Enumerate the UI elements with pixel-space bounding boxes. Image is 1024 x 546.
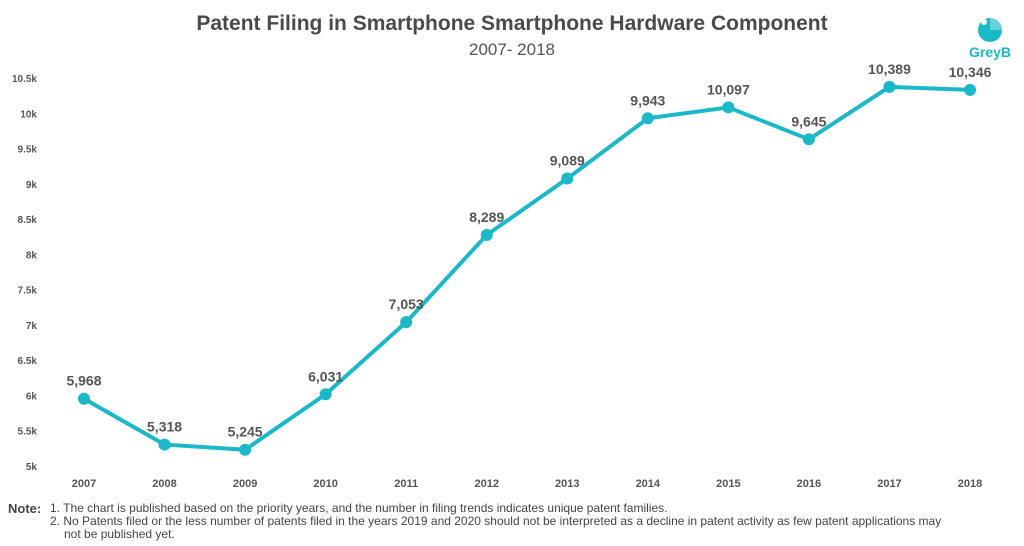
y-tick-label: 9.5k <box>18 145 38 156</box>
series-line <box>83 84 971 452</box>
data-points <box>78 80 976 456</box>
y-tick-label: 5.5k <box>18 427 38 438</box>
x-tick-label: 2014 <box>636 478 661 490</box>
x-tick-label: 2015 <box>716 478 740 490</box>
data-label: 9,943 <box>630 92 665 108</box>
x-axis: 2007 2008 2009 2010 2011 2012 2013 2014 2015 2016… <box>72 478 982 490</box>
x-tick-label: 2018 <box>958 478 982 490</box>
note-lines: 1. The chart is published based on the p… <box>50 502 1020 541</box>
data-label: 10,346 <box>949 64 992 80</box>
data-point <box>239 443 252 456</box>
x-tick-label: 2017 <box>877 478 901 490</box>
data-point <box>802 133 815 146</box>
logo-text: GreyB <box>968 44 1012 60</box>
y-tick-label: 6k <box>26 391 38 402</box>
data-point <box>158 438 171 451</box>
y-tick-label: 5k <box>26 462 38 473</box>
data-label: 5,968 <box>66 373 101 389</box>
data-point <box>319 388 332 401</box>
x-tick-label: 2008 <box>152 478 176 490</box>
y-tick-label: 7k <box>26 321 38 332</box>
y-tick-label: 7.5k <box>18 286 38 297</box>
data-point <box>722 101 735 114</box>
data-label: 10,097 <box>707 81 750 97</box>
data-point <box>964 83 976 96</box>
y-tick-label: 10.5k <box>12 74 37 85</box>
data-label: 7,053 <box>389 296 424 312</box>
data-point <box>883 80 896 93</box>
y-tick-label: 10k <box>20 109 37 120</box>
x-tick-label: 2009 <box>233 478 257 490</box>
data-label: 5,245 <box>228 424 263 440</box>
note-label: Note: <box>8 501 42 516</box>
x-tick-label: 2010 <box>313 478 337 490</box>
x-tick-label: 2011 <box>394 478 418 490</box>
line-chart: 5k 5.5k 6k 6.5k 7k 7.5k 8k 8.5k 9k 9.5k 10k 10.5k 2… <box>12 61 992 490</box>
data-point <box>641 112 654 125</box>
data-label: 5,318 <box>147 419 182 435</box>
y-axis: 5k 5.5k 6k 6.5k 7k 7.5k 8k 8.5k 9k 9.5k 10k 10.5k <box>12 74 37 473</box>
y-tick-label: 9k <box>26 180 38 191</box>
greyb-logo-icon <box>978 18 1002 42</box>
data-point <box>480 228 493 241</box>
data-label: 10,389 <box>868 61 911 77</box>
x-tick-label: 2013 <box>555 478 579 490</box>
data-point <box>561 172 574 185</box>
x-tick-label: 2016 <box>797 478 821 490</box>
data-label: 6,031 <box>308 368 343 384</box>
y-tick-label: 6.5k <box>18 356 38 367</box>
chart-subtitle: 2007- 2018 <box>468 40 556 59</box>
x-tick-label: 2007 <box>72 478 96 490</box>
data-label: 8,289 <box>469 209 504 225</box>
note-line-2: 2. No Patents filed or the less number o… <box>50 514 942 528</box>
note-line-3: not be published yet. <box>64 527 175 541</box>
data-labels: 5,968 5,318 5,245 6,031 7,053 8,289 9,089 9,943… <box>66 61 991 440</box>
chart-title: Patent Filing in Smartphone Smartphone H… <box>196 12 828 35</box>
data-label: 9,645 <box>791 113 826 129</box>
data-point <box>78 392 90 405</box>
note-line-1: 1. The chart is published based on the p… <box>50 501 668 515</box>
y-tick-label: 8.5k <box>18 215 38 226</box>
x-tick-label: 2012 <box>474 478 498 490</box>
data-label: 9,089 <box>550 153 585 169</box>
data-point <box>400 316 413 329</box>
y-tick-label: 8k <box>26 250 38 261</box>
